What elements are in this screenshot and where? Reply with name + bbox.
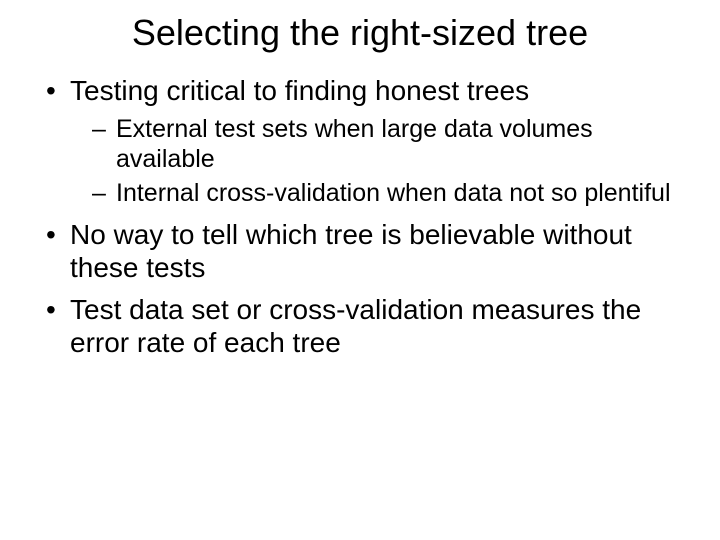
bullet-item: No way to tell which tree is believable … bbox=[42, 218, 696, 285]
sub-bullet-item: External test sets when large data volum… bbox=[92, 114, 696, 174]
main-bullet-list: Testing critical to finding honest trees… bbox=[24, 74, 696, 360]
sub-bullet-item: Internal cross-validation when data not … bbox=[92, 178, 696, 208]
bullet-text: No way to tell which tree is believable … bbox=[70, 219, 632, 284]
bullet-item: Test data set or cross-validation measur… bbox=[42, 293, 696, 360]
bullet-item: Testing critical to finding honest trees… bbox=[42, 74, 696, 208]
sub-bullet-text: Internal cross-validation when data not … bbox=[116, 179, 671, 207]
sub-bullet-text: External test sets when large data volum… bbox=[116, 115, 593, 173]
sub-bullet-list: External test sets when large data volum… bbox=[70, 114, 696, 208]
bullet-text: Test data set or cross-validation measur… bbox=[70, 294, 641, 359]
bullet-text: Testing critical to finding honest trees bbox=[70, 75, 529, 106]
slide-title: Selecting the right-sized tree bbox=[44, 12, 676, 54]
